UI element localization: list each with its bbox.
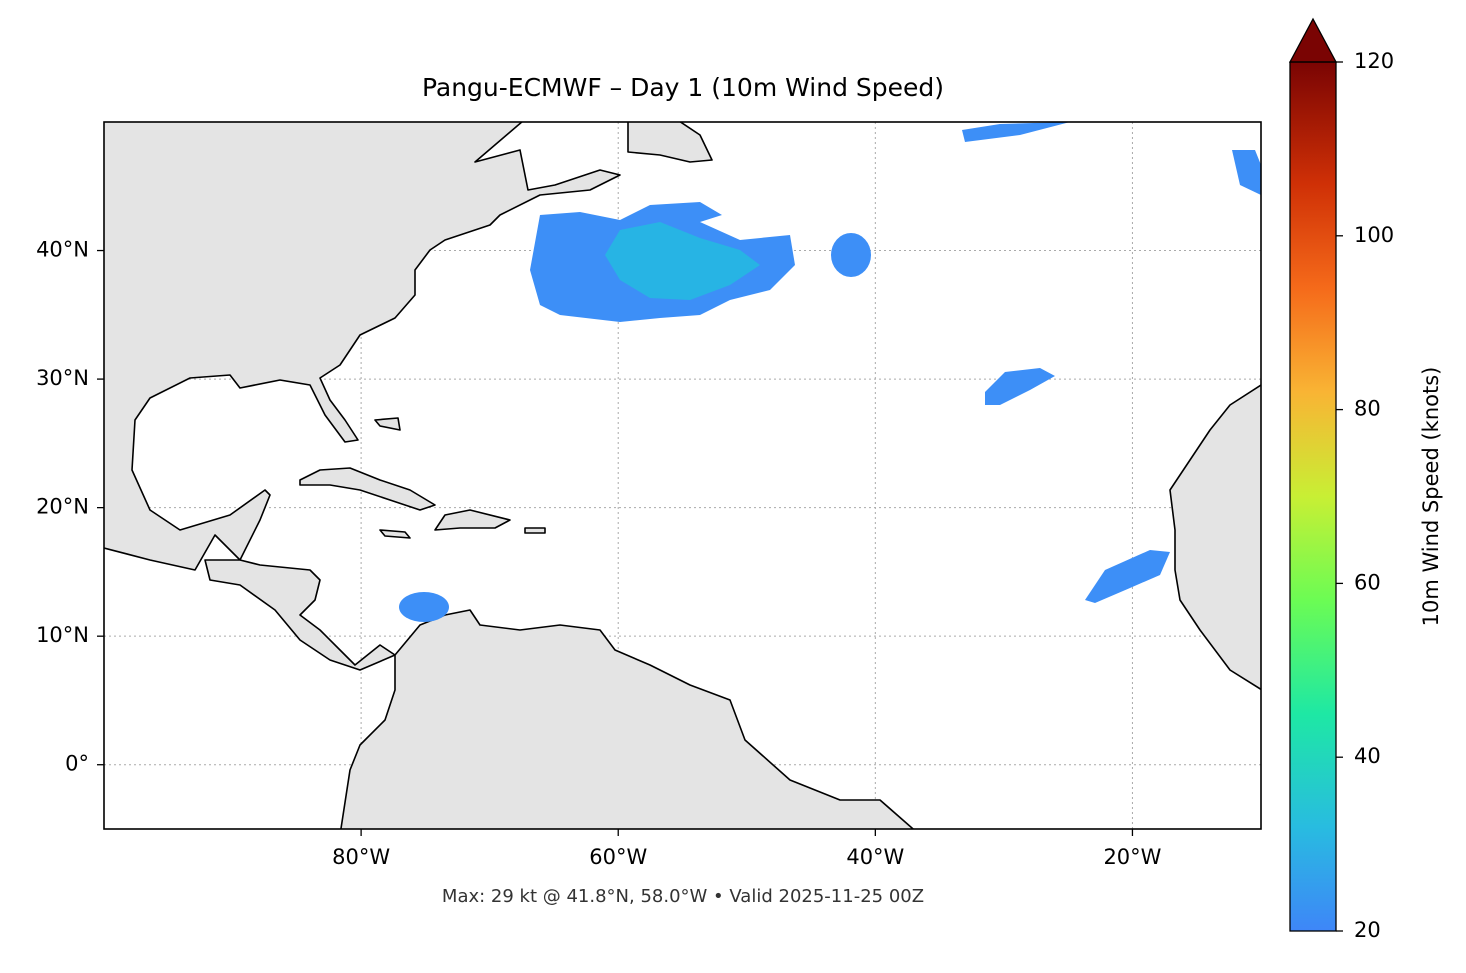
colorbar-tick-label: 20 [1354, 918, 1381, 942]
jamaica [379, 529, 411, 539]
colorbar-extend [1288, 17, 1338, 63]
colorbar: 20 40 60 80 100 120 10m Wind Speed (knots) [1288, 17, 1443, 942]
central-america [204, 559, 396, 671]
wind-area [962, 122, 1070, 142]
greenland-tip [627, 122, 713, 163]
wind-area [399, 592, 449, 622]
puerto-rico [524, 527, 546, 534]
x-tick-label: 40°W [846, 845, 904, 869]
bahamas [374, 417, 401, 431]
colorbar-label: 10m Wind Speed (knots) [1419, 367, 1443, 627]
map [104, 122, 1261, 829]
wind-core [605, 222, 760, 300]
colorbar-tick-label: 100 [1354, 223, 1394, 247]
x-tick-label: 20°W [1103, 845, 1161, 869]
wind-area [1085, 550, 1170, 603]
footer-note: Max: 29 kt @ 41.8°N, 58.0°W • Valid 2025… [442, 886, 924, 907]
colorbar-tick-label: 60 [1354, 570, 1381, 594]
colorbar-tick-label: 120 [1354, 49, 1394, 73]
chart-title: Pangu-ECMWF – Day 1 (10m Wind Speed) [422, 73, 944, 102]
y-tick-label: 30°N [36, 366, 89, 390]
y-tick-label: 40°N [36, 238, 89, 262]
south-america [340, 609, 915, 829]
africa [1169, 383, 1261, 691]
y-tick-label: 0° [65, 752, 89, 776]
colorbar-tick-label: 80 [1354, 397, 1381, 421]
cuba [299, 467, 436, 511]
wind-area [1232, 150, 1261, 195]
y-tick-label: 10°N [36, 623, 89, 647]
colorbar-fill [1290, 62, 1336, 931]
x-axis: 80°W 60°W 40°W 20°W [332, 829, 1162, 869]
y-tick-label: 20°N [36, 495, 89, 519]
x-tick-label: 60°W [589, 845, 647, 869]
x-tick-label: 80°W [332, 845, 390, 869]
y-axis: 0° 10°N 20°N 30°N 40°N [36, 238, 104, 776]
north-america [104, 122, 621, 571]
wind-area [985, 368, 1055, 405]
colorbar-frame [1289, 61, 1337, 932]
colorbar-tick-label: 40 [1354, 744, 1381, 768]
wind-area [831, 233, 871, 277]
map-frame [103, 121, 1262, 830]
hispaniola [434, 509, 511, 531]
